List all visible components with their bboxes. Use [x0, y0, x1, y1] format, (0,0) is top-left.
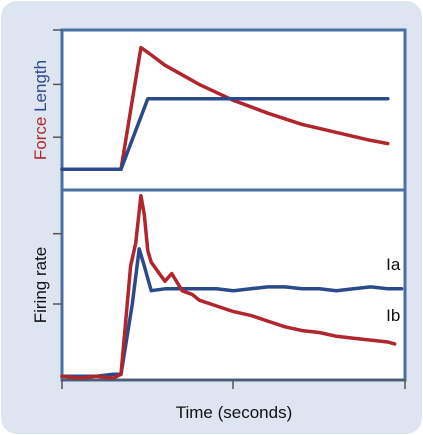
bottom-series	[60, 193, 404, 380]
annotation-ia: Ia	[386, 255, 401, 274]
bottom-panel	[60, 188, 407, 382]
series-annotations: Ia Ib	[386, 255, 401, 325]
length-series-line	[60, 97, 390, 171]
top-y-ticks	[53, 29, 62, 138]
bottom-y-ticks	[53, 232, 62, 305]
x-axis-label: Time (seconds)	[176, 403, 293, 422]
annotation-ib: Ib	[386, 306, 400, 325]
top-series	[60, 45, 390, 171]
force-series-line	[60, 45, 390, 171]
bottom-y-axis-label: Firing rate	[31, 247, 50, 324]
top-y-axis-label: Force Length	[31, 60, 50, 160]
top-panel	[60, 28, 407, 192]
force-label: Force	[31, 117, 50, 160]
length-label: Length	[31, 60, 50, 117]
ib-series-line	[60, 193, 397, 380]
